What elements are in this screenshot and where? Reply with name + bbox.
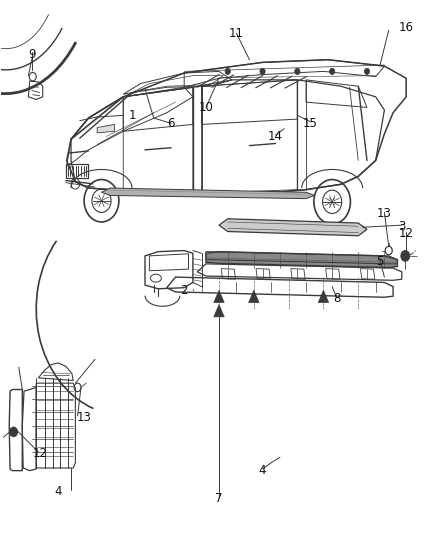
Polygon shape — [102, 188, 315, 199]
Polygon shape — [206, 252, 397, 268]
Text: 16: 16 — [399, 21, 413, 35]
Circle shape — [401, 251, 410, 261]
Text: 4: 4 — [259, 464, 266, 477]
Text: 2: 2 — [180, 284, 188, 297]
Text: 7: 7 — [215, 492, 223, 505]
Text: 3: 3 — [398, 220, 406, 233]
Polygon shape — [214, 305, 224, 317]
Polygon shape — [318, 290, 328, 303]
Text: 8: 8 — [333, 292, 340, 305]
Text: 15: 15 — [303, 117, 318, 130]
Polygon shape — [214, 290, 224, 303]
Text: 13: 13 — [377, 207, 392, 220]
Polygon shape — [97, 124, 115, 133]
Circle shape — [225, 68, 230, 75]
Polygon shape — [249, 290, 259, 303]
Circle shape — [329, 68, 335, 75]
Text: 11: 11 — [229, 27, 244, 39]
Text: 12: 12 — [399, 227, 413, 240]
Text: 10: 10 — [198, 101, 213, 114]
Text: 1: 1 — [128, 109, 136, 122]
Circle shape — [364, 68, 370, 75]
Text: 14: 14 — [268, 130, 283, 143]
Circle shape — [260, 68, 265, 75]
Text: 6: 6 — [167, 117, 175, 130]
Text: 5: 5 — [376, 255, 384, 268]
Polygon shape — [219, 219, 367, 236]
Text: 13: 13 — [77, 411, 92, 424]
Circle shape — [10, 427, 18, 437]
Text: 12: 12 — [33, 447, 48, 459]
Text: 4: 4 — [54, 486, 62, 498]
Circle shape — [295, 68, 300, 75]
Text: 9: 9 — [28, 48, 35, 61]
